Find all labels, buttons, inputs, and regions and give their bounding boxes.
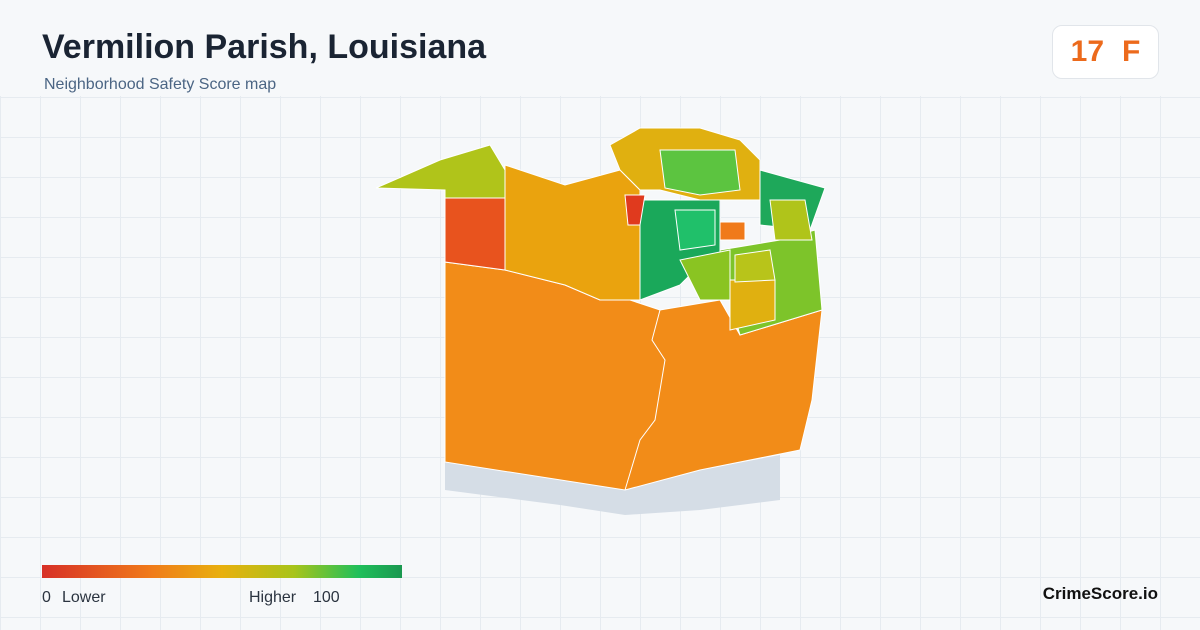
score-value: 17 xyxy=(1070,35,1105,68)
legend-max: 100 xyxy=(313,589,340,606)
region xyxy=(659,149,741,196)
brand: CrimeScore.io xyxy=(1042,584,1158,603)
legend-min-label: Lower xyxy=(62,589,106,606)
water xyxy=(445,455,780,515)
header-band xyxy=(0,0,1200,96)
legend-max-label: Higher xyxy=(249,589,297,606)
region xyxy=(674,209,716,251)
region xyxy=(624,194,646,226)
region-border xyxy=(624,309,666,491)
region xyxy=(769,199,813,241)
region xyxy=(679,249,731,301)
region xyxy=(375,144,506,199)
legend-min: 0 xyxy=(42,589,51,606)
region xyxy=(719,221,746,241)
subtitle: Neighborhood Safety Score map xyxy=(44,76,277,93)
score-badge: 17 F xyxy=(1052,25,1159,79)
score-grade: F xyxy=(1122,35,1141,68)
region xyxy=(734,249,776,283)
legend-gradient xyxy=(42,565,402,578)
title: Vermilion Parish, Louisiana xyxy=(42,28,487,66)
region xyxy=(444,197,506,271)
